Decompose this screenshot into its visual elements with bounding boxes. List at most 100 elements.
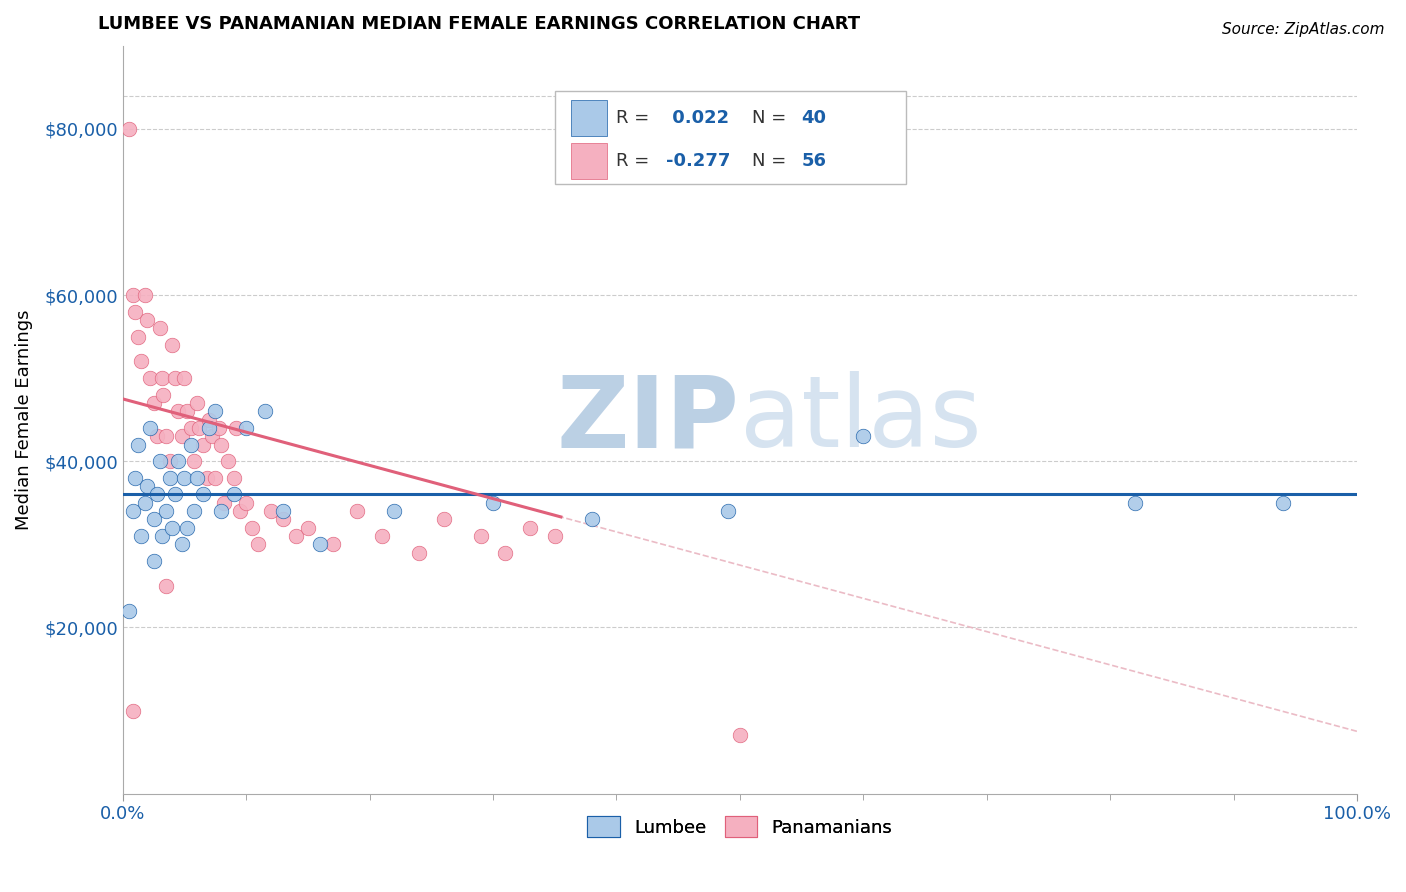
Y-axis label: Median Female Earnings: Median Female Earnings <box>15 310 32 530</box>
Point <box>149 454 172 468</box>
Point <box>150 529 173 543</box>
Point <box>146 429 169 443</box>
Point <box>163 371 186 385</box>
Point <box>204 471 226 485</box>
Point <box>142 512 165 526</box>
Point <box>225 421 247 435</box>
Point <box>186 471 208 485</box>
Point <box>198 412 221 426</box>
Point <box>139 421 162 435</box>
Point <box>180 437 202 451</box>
Point <box>152 388 174 402</box>
Point <box>124 471 146 485</box>
Point <box>235 496 257 510</box>
Point <box>150 371 173 385</box>
Point <box>470 529 492 543</box>
Point <box>183 504 205 518</box>
Point <box>118 121 141 136</box>
Point <box>581 512 603 526</box>
Point <box>160 521 183 535</box>
Point <box>240 521 263 535</box>
Point <box>544 529 567 543</box>
Point <box>160 338 183 352</box>
Point <box>271 512 294 526</box>
Point <box>159 454 181 468</box>
Point <box>163 487 186 501</box>
Point <box>142 396 165 410</box>
Point <box>134 496 156 510</box>
Point <box>167 404 190 418</box>
Point <box>155 504 177 518</box>
Point <box>309 537 332 551</box>
Point <box>247 537 270 551</box>
FancyBboxPatch shape <box>571 143 606 179</box>
Point <box>198 421 221 435</box>
Point <box>136 479 159 493</box>
Point <box>121 704 143 718</box>
Point <box>139 371 162 385</box>
Point <box>183 454 205 468</box>
Point <box>167 454 190 468</box>
Point <box>728 729 751 743</box>
Point <box>129 529 152 543</box>
Point <box>170 537 193 551</box>
Point <box>284 529 307 543</box>
Point <box>212 496 235 510</box>
Point <box>191 437 214 451</box>
Point <box>176 404 198 418</box>
Point <box>121 504 143 518</box>
Point <box>146 487 169 501</box>
Point <box>142 554 165 568</box>
Point <box>1123 496 1146 510</box>
Text: -0.277: -0.277 <box>666 153 730 170</box>
Legend: Lumbee, Panamanians: Lumbee, Panamanians <box>581 809 900 845</box>
Point <box>852 429 875 443</box>
Point <box>200 429 222 443</box>
Point <box>260 504 283 518</box>
Point <box>716 504 738 518</box>
Point <box>170 429 193 443</box>
Text: N =: N = <box>752 110 792 128</box>
Point <box>204 404 226 418</box>
Point <box>121 288 143 302</box>
Point <box>433 512 456 526</box>
Point <box>371 529 394 543</box>
Point <box>322 537 344 551</box>
Point <box>173 471 195 485</box>
Text: R =: R = <box>616 153 655 170</box>
Text: LUMBEE VS PANAMANIAN MEDIAN FEMALE EARNINGS CORRELATION CHART: LUMBEE VS PANAMANIAN MEDIAN FEMALE EARNI… <box>98 15 860 33</box>
Point <box>129 354 152 368</box>
Point <box>211 437 233 451</box>
Point <box>297 521 319 535</box>
Point <box>222 471 245 485</box>
Text: atlas: atlas <box>740 371 981 468</box>
FancyBboxPatch shape <box>571 100 606 136</box>
Text: 0.022: 0.022 <box>666 110 728 128</box>
Point <box>253 404 276 418</box>
Point <box>124 304 146 318</box>
Text: Source: ZipAtlas.com: Source: ZipAtlas.com <box>1222 22 1385 37</box>
Point <box>188 421 211 435</box>
Point <box>155 579 177 593</box>
Point <box>482 496 505 510</box>
Text: R =: R = <box>616 110 655 128</box>
Point <box>408 546 430 560</box>
Point <box>159 471 181 485</box>
Point <box>222 487 245 501</box>
Point <box>229 504 252 518</box>
Point <box>217 454 239 468</box>
Point <box>127 329 149 343</box>
Text: N =: N = <box>752 153 792 170</box>
Point <box>127 437 149 451</box>
Point <box>208 421 231 435</box>
Point <box>271 504 294 518</box>
Point <box>191 487 214 501</box>
FancyBboxPatch shape <box>555 91 907 184</box>
Point <box>173 371 195 385</box>
Point <box>1271 496 1294 510</box>
Text: 40: 40 <box>801 110 827 128</box>
Point <box>118 604 141 618</box>
Point <box>494 546 516 560</box>
Point <box>176 521 198 535</box>
Point <box>235 421 257 435</box>
